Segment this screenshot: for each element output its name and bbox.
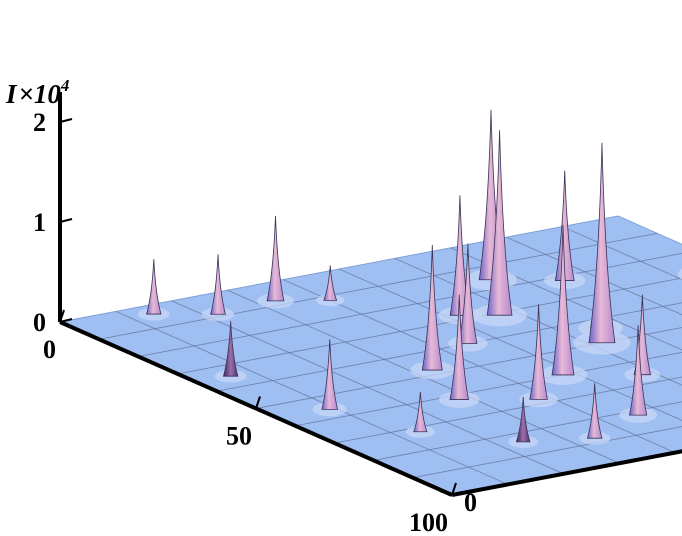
x-tick	[255, 396, 261, 409]
z-axis-label-times: ×	[19, 79, 34, 109]
peak-mark	[629, 325, 648, 416]
grid-line-y	[562, 226, 682, 280]
grid-line-y	[450, 247, 682, 351]
grid-line-x	[373, 401, 682, 461]
peak-mark	[266, 215, 285, 302]
peak-mark	[458, 243, 478, 344]
peak-mark	[421, 245, 443, 371]
axis-ticks: 012050100050100	[33, 108, 477, 536]
peak-mark	[413, 391, 428, 433]
peak-mark	[146, 259, 162, 315]
z-tick	[59, 318, 73, 323]
z-axis-label: I×104	[5, 76, 69, 109]
x-tick-label: 100	[409, 508, 448, 536]
peak-mark	[449, 294, 469, 400]
z-tick-label: 1	[33, 208, 46, 237]
z-axis-label-base: 10	[34, 79, 62, 109]
surface-floor	[58, 215, 682, 496]
grid-line-x	[412, 426, 682, 479]
peak-mark	[529, 304, 548, 400]
peak-base	[677, 268, 682, 280]
z-tick	[59, 218, 73, 223]
x-tick	[59, 309, 65, 323]
y-tick	[439, 490, 453, 496]
z-tick-label: 2	[33, 108, 46, 137]
z-axis-label-symbol: I	[5, 79, 18, 109]
surface-peaks	[137, 109, 682, 448]
floor-plane	[58, 215, 682, 496]
z-tick-label: 0	[33, 308, 46, 337]
peak-mark	[210, 254, 226, 315]
z-tick	[59, 118, 73, 123]
x-tick-label: 50	[226, 422, 252, 451]
peak-mark	[551, 224, 575, 376]
peak-mark	[486, 130, 513, 316]
z-axis-label-exponent: 4	[60, 76, 70, 95]
grid-line-y	[338, 268, 682, 421]
peak-mark	[323, 265, 338, 301]
peak-mark	[321, 339, 339, 410]
x-tick	[451, 482, 457, 496]
peak-mark	[515, 396, 531, 443]
peak-mark	[586, 383, 603, 439]
peak-mark	[554, 170, 575, 281]
peak-mark	[222, 321, 239, 377]
y-tick-label: 0	[464, 488, 477, 517]
y-axis-line	[451, 449, 682, 497]
grid-line-x	[334, 376, 682, 444]
peak-mark	[588, 142, 616, 344]
x-tick-label: 0	[43, 335, 56, 364]
